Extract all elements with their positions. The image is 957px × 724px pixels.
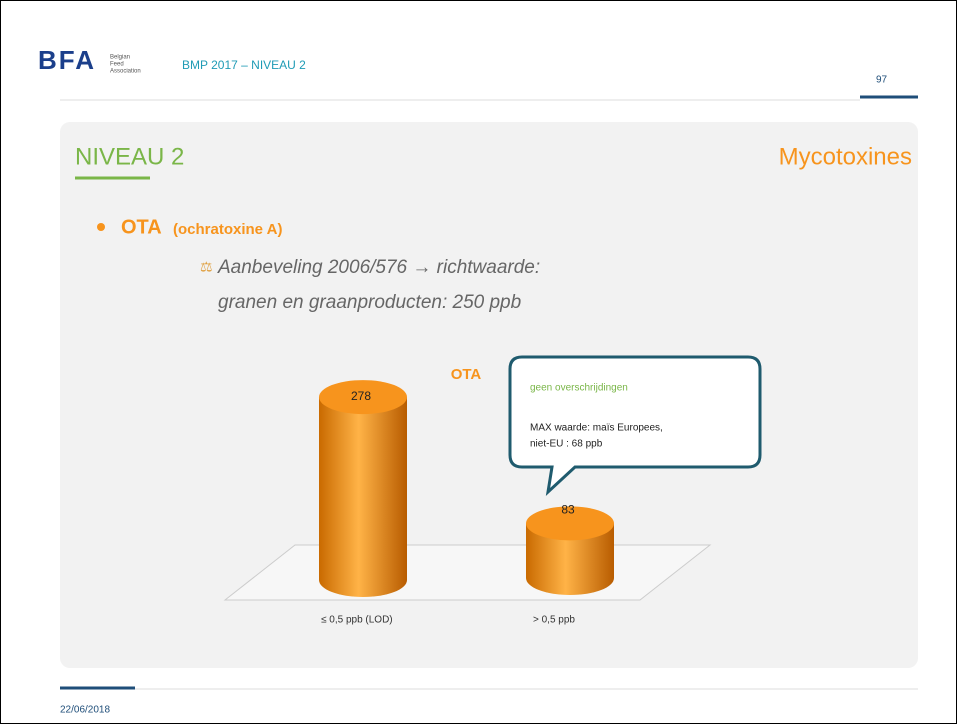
icon: ⚖ [200, 259, 213, 275]
chart-title: OTA [451, 366, 482, 383]
slide-title: NIVEAU 2 [75, 143, 184, 170]
x-tick-label: ≤ 0,5 ppb (LOD) [321, 615, 393, 626]
bar-top [319, 380, 407, 415]
bullet-dot [97, 223, 105, 231]
callout-text: MAX waarde: maïs Europees, [530, 423, 663, 434]
content-panel [60, 122, 918, 668]
logo-sub: Association [110, 69, 141, 75]
callout-box [508, 355, 762, 497]
text-line: granen en graanproducten: 250 ppb [218, 292, 521, 313]
logo-sub: Belgian [110, 55, 130, 61]
bar [526, 523, 614, 595]
slide-topic: Mycotoxines [779, 143, 912, 170]
bullet-note: (ochratoxine A) [173, 221, 282, 238]
callout-title: geen overschrijdingen [530, 383, 628, 394]
header-title: BMP 2017 – NIVEAU 2 [182, 58, 306, 72]
data-label: 278 [351, 389, 371, 403]
x-tick-label: > 0,5 ppb [533, 615, 575, 626]
data-label: 83 [561, 503, 575, 517]
chart-floor [223, 544, 712, 601]
page-number: 97 [876, 75, 888, 86]
bar-top [526, 506, 614, 541]
callout-text: niet-EU : 68 ppb [530, 439, 603, 450]
footer-date: 22/06/2018 [60, 705, 110, 716]
logo: BFA [38, 45, 96, 75]
bullet: OTA [121, 216, 162, 238]
bar [319, 397, 407, 597]
logo-sub: Feed [110, 62, 124, 68]
text-line: Aanbeveling 2006/576 → richtwaarde: [217, 257, 540, 278]
